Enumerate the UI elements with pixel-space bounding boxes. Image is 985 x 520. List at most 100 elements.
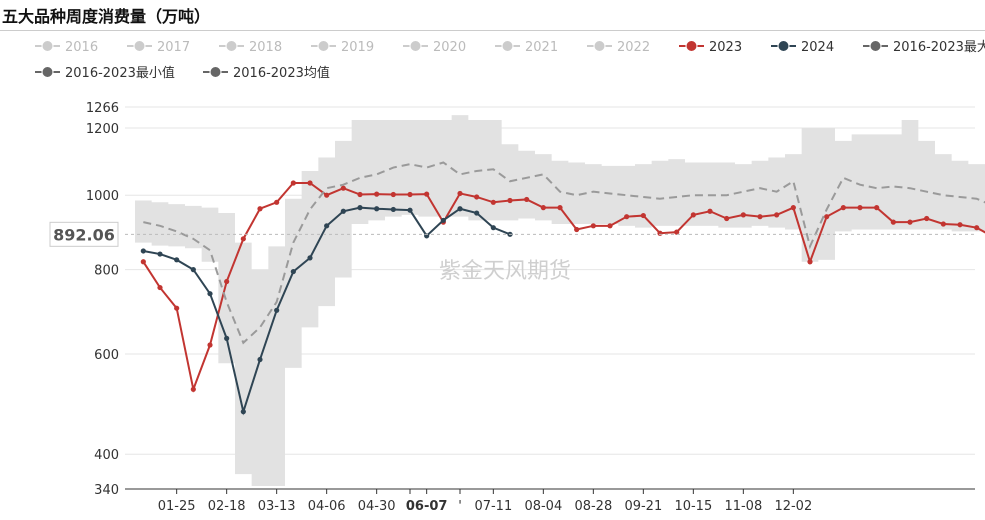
data-point	[190, 386, 196, 392]
data-point	[174, 305, 180, 311]
legend-item-2017[interactable]: 2017	[127, 40, 190, 55]
data-point	[190, 267, 196, 273]
data-point	[474, 210, 480, 216]
series-2024	[140, 205, 513, 416]
data-point	[590, 223, 596, 229]
legend-item-2016[interactable]: 2016	[35, 40, 98, 55]
legend-label: 2016-2023均值	[233, 65, 330, 81]
series-line	[143, 161, 985, 345]
series-2016-2023均值	[143, 161, 985, 345]
data-point	[690, 212, 696, 218]
data-point	[374, 191, 380, 197]
legend-dot-icon	[209, 66, 222, 78]
data-point	[774, 212, 780, 218]
data-point	[524, 196, 530, 203]
data-point	[540, 205, 546, 211]
data-point	[974, 225, 980, 231]
legend-item-2016-2023均值[interactable]: 2016-2023均值	[203, 65, 330, 81]
data-point	[824, 214, 830, 220]
x-tick-label: 03-13	[258, 499, 296, 514]
data-point	[390, 191, 396, 198]
legend-item-2021[interactable]: 2021	[495, 40, 558, 55]
data-point	[724, 215, 730, 222]
legend[interactable]: 2016 2017 2018 2019 2020 2021 2022 2023 2024 2016…	[35, 39, 985, 81]
data-point	[507, 197, 513, 204]
legend-item-2022[interactable]: 2022	[587, 40, 650, 55]
legend-dot-icon	[317, 40, 330, 52]
data-point	[874, 205, 880, 211]
title-divider	[0, 30, 985, 31]
y-tick-label: 340	[94, 483, 119, 498]
y-tick-label: 800	[94, 264, 119, 279]
x-tick-label: '	[458, 499, 462, 514]
legend-label: 2021	[525, 40, 558, 55]
y-tick-label: 400	[94, 448, 119, 463]
data-point	[324, 192, 330, 198]
data-point	[274, 307, 280, 313]
legend-item-2019[interactable]: 2019	[311, 40, 374, 55]
legend-label: 2016	[65, 40, 98, 55]
data-point	[240, 409, 246, 415]
data-point	[340, 185, 346, 191]
x-tick-label: 12-02	[774, 499, 812, 514]
data-point	[174, 257, 180, 263]
data-point	[257, 356, 263, 363]
data-point	[140, 248, 146, 254]
data-point	[157, 284, 163, 291]
data-point	[607, 223, 613, 229]
data-point	[290, 268, 296, 275]
data-point	[457, 190, 463, 197]
legend-dot-icon	[409, 40, 422, 52]
y-tick-label: 600	[94, 348, 119, 363]
legend-item-2024[interactable]: 2024	[771, 40, 834, 55]
data-point	[890, 219, 896, 225]
data-point	[340, 208, 346, 214]
series-lines	[140, 161, 985, 416]
axis-pointer: 892.06	[49, 221, 975, 247]
legend-item-2023[interactable]: 2023	[679, 40, 742, 55]
legend-item-2020[interactable]: 2020	[403, 40, 466, 55]
legend-dot-icon	[869, 40, 882, 52]
x-tick-label: 04-06	[308, 499, 346, 514]
watermark-text: 紫金天风期货	[439, 259, 571, 284]
x-tick-label: 07-11	[474, 499, 512, 514]
data-point	[240, 236, 246, 242]
data-point	[840, 205, 846, 211]
data-point	[407, 191, 413, 198]
data-point	[807, 259, 813, 265]
data-point	[157, 251, 163, 257]
legend-label: 2024	[801, 40, 834, 55]
chart-title: 五大品种周度消费量（万吨）	[2, 7, 211, 26]
data-point	[424, 191, 430, 197]
legend-label: 2017	[157, 40, 190, 55]
data-point	[357, 191, 363, 198]
x-tick-label: 06-07	[406, 499, 448, 514]
legend-dot-icon	[593, 40, 606, 52]
data-point	[224, 278, 230, 285]
legend-label: 2023	[709, 40, 742, 55]
legend-dot-icon	[133, 40, 146, 52]
legend-dot-icon	[41, 66, 54, 78]
data-point	[740, 212, 746, 218]
x-tick-label: 08-28	[574, 499, 612, 514]
legend-label: 2016-2023最大值	[893, 39, 985, 55]
y-tick-label: 1200	[86, 122, 119, 137]
data-point	[257, 206, 263, 212]
data-point	[307, 180, 313, 186]
legend-item-2016-2023最大值[interactable]: 2016-2023最大值	[863, 39, 985, 55]
data-point	[640, 212, 646, 219]
data-point	[357, 205, 363, 211]
axis-pointer-box	[49, 221, 119, 247]
data-point	[207, 342, 213, 348]
legend-item-2018[interactable]: 2018	[219, 40, 282, 55]
data-point	[707, 208, 713, 214]
data-point	[624, 214, 630, 220]
axes: 1266 1200 1000 800 600 400 340 01-25 02-18 03-13 0…	[86, 101, 975, 514]
x-tick-label: 04-30	[358, 499, 396, 514]
legend-dot-icon	[225, 40, 238, 52]
data-point	[907, 219, 913, 225]
legend-label: 2022	[617, 40, 650, 55]
legend-item-2016-2023最小值[interactable]: 2016-2023最小值	[35, 65, 175, 81]
data-point	[440, 217, 446, 223]
